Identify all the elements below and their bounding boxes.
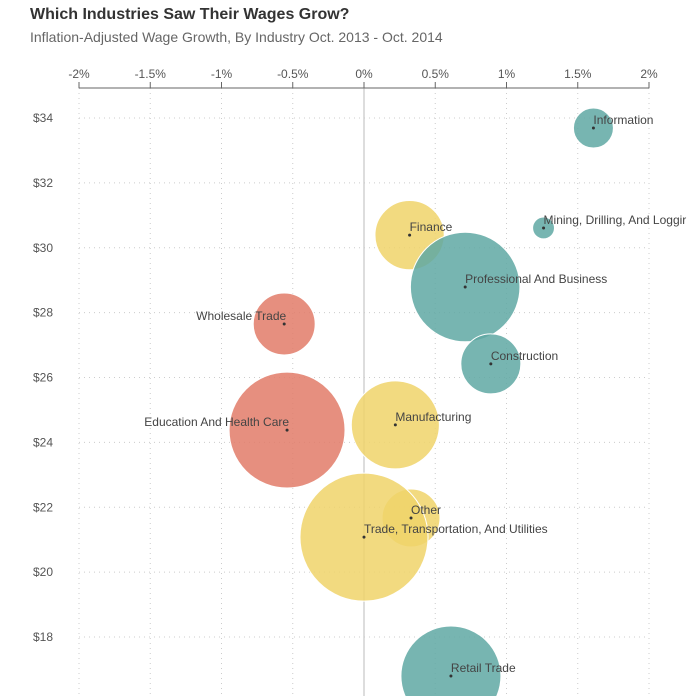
bubble-center-dot <box>449 674 453 678</box>
bubble-label: Trade, Transportation, And Utilities <box>364 522 548 536</box>
y-tick-label: $26 <box>33 371 53 385</box>
x-tick-label: -0.5% <box>277 67 309 81</box>
bubble-center-dot <box>285 428 289 432</box>
y-tick-label: $30 <box>33 241 53 255</box>
x-tick-label: 0% <box>355 67 373 81</box>
y-tick-label: $20 <box>33 565 53 579</box>
y-tick-label: $24 <box>33 435 53 449</box>
bubble-label: Finance <box>410 220 453 234</box>
x-tick-label: -1.5% <box>135 67 167 81</box>
y-tick-label: $32 <box>33 176 53 190</box>
x-tick-label: -1% <box>211 67 233 81</box>
y-tick-label: $28 <box>33 306 53 320</box>
x-tick-label: 1.5% <box>564 67 592 81</box>
bubble-label: Construction <box>491 349 558 363</box>
bubble-label: Professional And Business <box>465 272 607 286</box>
bubble-center-dot <box>542 226 546 230</box>
bubble-center-dot <box>591 126 595 130</box>
bubble <box>400 625 502 696</box>
x-tick-label: 1% <box>498 67 516 81</box>
bubble-label: Other <box>411 503 441 517</box>
bubble-label: Mining, Drilling, And Loggir <box>544 213 687 227</box>
chart-title: Which Industries Saw Their Wages Grow? <box>30 6 350 23</box>
y-tick-label: $34 <box>33 111 53 125</box>
x-tick-label: 2% <box>640 67 658 81</box>
x-tick-label: -2% <box>68 67 90 81</box>
chart-subtitle: Inflation-Adjusted Wage Growth, By Indus… <box>30 29 443 45</box>
bubble-center-dot <box>408 233 412 237</box>
bubble-center-dot <box>362 535 366 539</box>
bubble-label: Retail Trade <box>451 661 516 675</box>
bubble-label: Education And Health Care <box>144 415 289 429</box>
x-tick-label: 0.5% <box>422 67 450 81</box>
bubble-center-dot <box>463 285 467 289</box>
y-tick-label: $22 <box>33 500 53 514</box>
bubble-center-dot <box>393 423 397 427</box>
bubble-center-dot <box>489 362 493 366</box>
bubble-label: Information <box>593 113 653 127</box>
bubble-label: Wholesale Trade <box>196 309 286 323</box>
y-tick-label: $18 <box>33 630 53 644</box>
bubble-center-dot <box>282 322 286 326</box>
bubble-label: Manufacturing <box>395 410 471 424</box>
bubble-center-dot <box>409 516 413 520</box>
